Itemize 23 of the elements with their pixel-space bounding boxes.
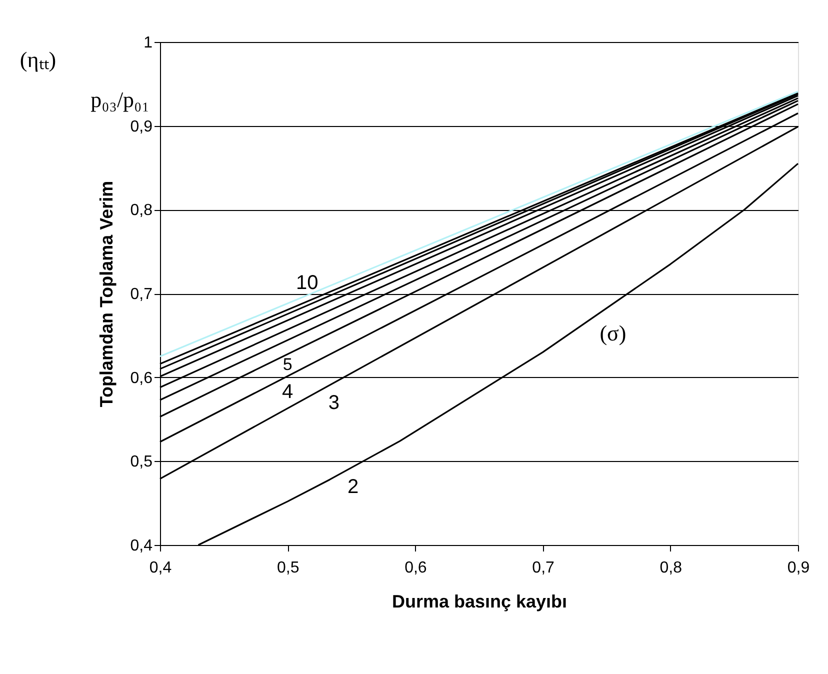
y-tick-label: 0,7 xyxy=(130,286,153,303)
text: p₀₃/p₀₁ xyxy=(90,87,150,112)
y-tick-label: 1 xyxy=(144,34,153,52)
x-tick-label: 0,4 xyxy=(149,560,172,576)
y-tick-label: 0,9 xyxy=(130,118,153,136)
annotation: (σ) xyxy=(600,320,626,346)
text: (ηₜₜ) xyxy=(20,47,56,72)
series-label: 2 xyxy=(347,476,359,498)
x-tick-label: 0,5 xyxy=(276,560,300,576)
series-label: 5 xyxy=(282,355,292,374)
y-tick-label: 0,6 xyxy=(130,370,153,387)
y-axis-title: Toplamdan Toplama Verim xyxy=(96,180,116,408)
x-tick-label: 0,9 xyxy=(787,560,810,576)
x-tick-label: 0,8 xyxy=(660,560,682,576)
x-tick-label: 0,6 xyxy=(404,560,427,576)
y-tick-label: 0,4 xyxy=(130,538,153,554)
x-axis-title: Durma basınç kayıbı xyxy=(392,592,568,612)
y-tick-label: 0,8 xyxy=(130,202,153,220)
y-tick-label: 0,5 xyxy=(130,454,153,471)
series-label: 4 xyxy=(282,381,294,404)
x-tick-label: 0,7 xyxy=(532,560,555,576)
series-label: 3 xyxy=(328,392,340,414)
series-label: 10 xyxy=(296,272,318,294)
